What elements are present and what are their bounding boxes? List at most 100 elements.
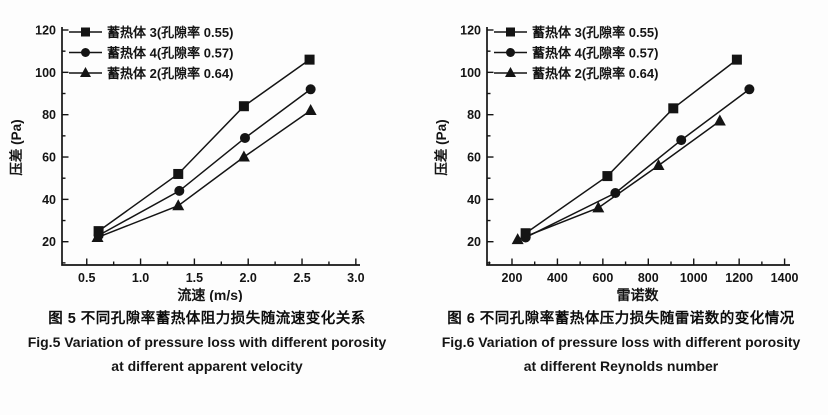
fig5-caption-en-line1: Fig.5 Variation of pressure loss with di… <box>27 334 387 350</box>
series-line <box>525 88 750 239</box>
circle-marker <box>676 135 687 146</box>
x-axis-label: 雷诺数 <box>617 287 660 302</box>
series-line <box>98 59 310 232</box>
x-tick-label: 0.5 <box>78 271 95 285</box>
circle-marker <box>610 188 621 199</box>
square-marker <box>668 103 679 114</box>
x-axis-label: 流速 (m/s) <box>177 287 242 302</box>
triangle-marker <box>592 201 605 213</box>
y-tick-label: 60 <box>467 151 481 165</box>
series-line <box>98 88 312 237</box>
y-tick-label: 80 <box>42 108 56 122</box>
legend-label: 蓄热体 4(孔隙率 0.57) <box>107 45 233 60</box>
x-tick-label: 1200 <box>725 271 753 285</box>
x-tick-label: 200 <box>502 271 523 285</box>
triangle-marker <box>511 233 524 245</box>
fig6-caption-en-line2: at different Reynolds number <box>523 358 719 374</box>
x-tick-label: 600 <box>592 271 613 285</box>
triangle-marker <box>304 103 317 115</box>
fig6-caption-zh: 图 6 不同孔隙率蓄热体压力损失随雷诺数的变化情况 <box>447 311 795 327</box>
legend-item: 蓄热体 3(孔隙率 0.55) <box>494 25 658 40</box>
circle-marker <box>305 84 316 95</box>
series-triangle <box>91 103 317 242</box>
legend-label: 蓄热体 3(孔隙率 0.55) <box>107 25 233 40</box>
y-tick-label: 120 <box>35 24 56 38</box>
series-circle <box>93 84 316 241</box>
y-axis-label: 压差 (Pa) <box>8 119 24 175</box>
x-tick-label: 2.0 <box>240 271 257 285</box>
x-tick-label: 400 <box>547 271 568 285</box>
circle-marker <box>506 48 515 57</box>
triangle-marker <box>713 114 726 126</box>
legend-item: 蓄热体 2(孔隙率 0.64) <box>69 66 233 81</box>
legend-item: 蓄热体 4(孔隙率 0.57) <box>69 45 233 60</box>
series-circle <box>520 84 755 243</box>
axes <box>486 27 790 266</box>
triangle-marker <box>237 150 250 162</box>
legend-item: 蓄热体 2(孔隙率 0.64) <box>494 66 658 81</box>
figure-5: 0.5 1.0 1.5 2.0 2.5 3.0 20 40 60 80 100 120 流速 (m/s)… <box>0 0 414 378</box>
x-tick-label: 1.0 <box>132 271 149 285</box>
tick-labels: 0.5 1.0 1.5 2.0 2.5 3.0 20 40 60 80 100 120 <box>35 24 364 286</box>
fig5-caption-en-line2: at different apparent velocity <box>111 358 303 374</box>
circle-marker <box>174 185 185 196</box>
square-marker <box>304 54 315 65</box>
x-tick-label: 2.5 <box>293 271 310 285</box>
legend-item: 蓄热体 3(孔隙率 0.55) <box>69 25 233 40</box>
y-tick-label: 80 <box>467 108 481 122</box>
fig6-caption-en-line1: Fig.6 Variation of pressure loss with di… <box>441 334 801 350</box>
ticks <box>62 29 357 265</box>
circle-marker <box>744 84 755 95</box>
legend-label: 蓄热体 2(孔隙率 0.64) <box>107 66 233 81</box>
y-tick-label: 20 <box>42 235 56 249</box>
fig5-caption-zh: 图 5 不同孔隙率蓄热体阻力损失随流速变化关系 <box>48 311 366 327</box>
y-tick-label: 60 <box>42 151 56 165</box>
x-tick-label: 800 <box>638 271 659 285</box>
triangle-marker <box>172 199 185 211</box>
series-line <box>517 120 721 241</box>
legend-label: 蓄热体 4(孔隙率 0.57) <box>532 45 658 60</box>
square-marker <box>602 171 613 182</box>
square-marker <box>173 168 184 179</box>
y-tick-label: 40 <box>42 193 56 207</box>
fig5-caption: 图 5 不同孔隙率蓄热体阻力损失随流速变化关系 Fig.5 Variation … <box>0 308 414 378</box>
y-tick-label: 100 <box>35 66 56 80</box>
fig6-caption: 图 6 不同孔隙率蓄热体压力损失随雷诺数的变化情况 Fig.6 Variatio… <box>414 308 828 378</box>
ticks <box>487 29 786 265</box>
square-marker <box>506 27 515 37</box>
y-tick-label: 20 <box>467 235 481 249</box>
series-line <box>97 109 312 239</box>
fig5-chart: 0.5 1.0 1.5 2.0 2.5 3.0 20 40 60 80 100 120 流速 (m/s)… <box>8 24 365 303</box>
fig6-chart: 200 400 600 800 1000 1200 1400 20 40 60 80 100 120 雷诺… <box>433 24 799 303</box>
figure-6: 200 400 600 800 1000 1200 1400 20 40 60 80 100 120 雷诺… <box>414 0 828 378</box>
legend: 蓄热体 3(孔隙率 0.55) 蓄热体 4(孔隙率 0.57) 蓄热体 2(孔隙率 … <box>69 25 233 81</box>
y-tick-label: 40 <box>467 193 481 207</box>
triangle-marker <box>91 230 104 242</box>
series-triangle <box>511 114 726 245</box>
series-square <box>520 54 742 239</box>
legend-item: 蓄热体 4(孔隙率 0.57) <box>494 45 658 60</box>
figure-panel: 0.5 1.0 1.5 2.0 2.5 3.0 20 40 60 80 100 120 流速 (m/s)… <box>0 0 828 378</box>
triangle-marker <box>80 67 91 77</box>
legend-label: 蓄热体 2(孔隙率 0.64) <box>532 66 658 81</box>
series-square <box>93 54 315 237</box>
y-tick-label: 120 <box>460 24 481 38</box>
legend-label: 蓄热体 3(孔隙率 0.55) <box>532 25 658 40</box>
square-marker <box>238 101 249 112</box>
x-tick-label: 1.5 <box>186 271 203 285</box>
series-line <box>525 59 738 234</box>
y-tick-label: 100 <box>460 66 481 80</box>
circle-marker <box>81 48 90 57</box>
x-tick-label: 1000 <box>680 271 708 285</box>
square-marker <box>731 54 742 65</box>
circle-marker <box>239 132 250 143</box>
legend: 蓄热体 3(孔隙率 0.55) 蓄热体 4(孔隙率 0.57) 蓄热体 2(孔隙率 … <box>494 25 658 81</box>
triangle-marker <box>652 158 665 170</box>
tick-labels: 200 400 600 800 1000 1200 1400 20 40 60 80 100 120 <box>460 24 798 286</box>
x-tick-label: 3.0 <box>347 271 364 285</box>
square-marker <box>81 27 90 37</box>
axes <box>61 27 360 266</box>
y-axis-label: 压差 (Pa) <box>433 119 449 175</box>
x-tick-label: 1400 <box>771 271 799 285</box>
triangle-marker <box>505 67 516 77</box>
